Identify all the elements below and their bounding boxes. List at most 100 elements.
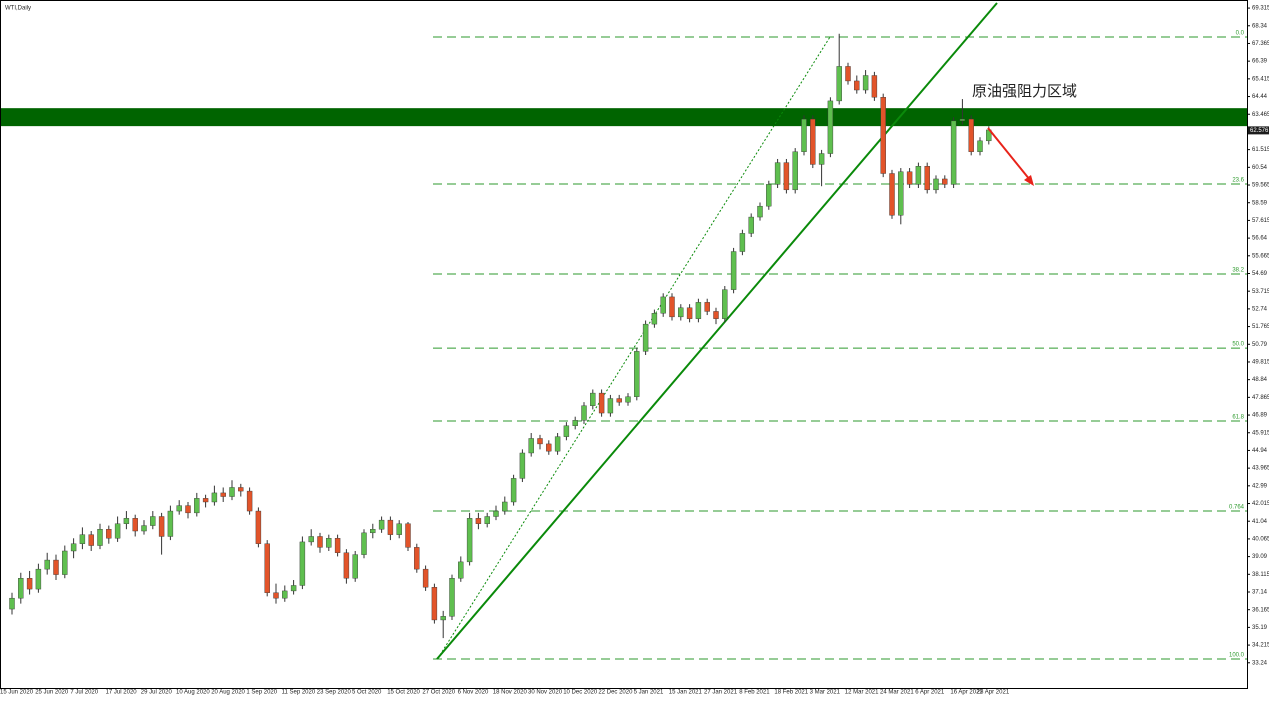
candle-body xyxy=(282,590,288,599)
y-tick-label: 37.14 xyxy=(1252,590,1268,596)
candle-body xyxy=(343,552,350,579)
x-tick-label: 6 Nov 2020 xyxy=(458,690,489,696)
candle-body xyxy=(554,436,561,452)
candle-body xyxy=(150,516,156,526)
y-tick-label: 54.69 xyxy=(1252,271,1268,277)
y-tick-label: 60.54 xyxy=(1252,165,1268,171)
x-tick-label: 27 Jan 2021 xyxy=(704,690,738,696)
candle-body xyxy=(660,296,666,314)
resistance-zone xyxy=(1,108,1247,127)
candle-body xyxy=(352,554,358,579)
x-tick-label: 30 Nov 2020 xyxy=(528,690,563,696)
y-tick-label: 36.165 xyxy=(1252,607,1269,613)
candle-body xyxy=(440,616,446,621)
candle-body xyxy=(53,559,59,575)
candle-body xyxy=(317,536,323,548)
candle-body xyxy=(176,505,182,512)
x-tick-label: 25 Jun 2020 xyxy=(35,690,69,696)
candle-body xyxy=(748,216,754,234)
candle-body xyxy=(625,396,631,403)
candle-body xyxy=(739,233,746,252)
y-tick-label: 55.665 xyxy=(1252,253,1269,259)
candle-body xyxy=(801,118,807,152)
trend-line xyxy=(436,2,998,660)
fib-label: 38.2 xyxy=(1232,268,1244,274)
x-tick-label: 28 Apr 2021 xyxy=(977,690,1010,696)
candle-body xyxy=(18,578,24,599)
candle-body xyxy=(202,498,209,503)
candle-body xyxy=(906,171,913,185)
y-tick-label: 34.215 xyxy=(1252,643,1269,649)
y-tick-label: 48.84 xyxy=(1252,377,1268,383)
candle-body xyxy=(678,307,684,318)
x-tick-label: 11 Sep 2020 xyxy=(282,690,316,696)
x-tick-label: 8 Feb 2021 xyxy=(739,690,770,696)
candle-body xyxy=(194,498,200,514)
candle-body xyxy=(211,492,218,503)
fib-label: 0.0 xyxy=(1236,31,1245,37)
candle-body xyxy=(70,543,77,552)
candle-body xyxy=(581,405,587,421)
y-tick-label: 42.015 xyxy=(1252,501,1269,507)
candle-body xyxy=(854,80,860,91)
candle-body xyxy=(774,162,781,185)
x-tick-label: 29 Jul 2020 xyxy=(141,690,173,696)
y-tick-label: 67.365 xyxy=(1252,41,1269,47)
x-tick-label: 15 Jan 2021 xyxy=(669,690,703,696)
x-tick-label: 20 Aug 2020 xyxy=(211,690,245,696)
candle-body xyxy=(598,392,605,414)
candle-body xyxy=(651,313,658,325)
candle-body xyxy=(88,534,94,546)
candle-body xyxy=(880,97,886,174)
candle-body xyxy=(502,501,508,512)
y-tick-label: 50.79 xyxy=(1252,342,1268,348)
candle-body xyxy=(810,118,816,165)
candle-body xyxy=(942,178,948,185)
candle-body xyxy=(414,547,420,570)
candle-body xyxy=(334,538,341,553)
candle-body xyxy=(273,592,279,599)
y-tick-label: 44.94 xyxy=(1252,448,1268,454)
y-tick-label: 40.065 xyxy=(1252,536,1269,542)
y-tick-label: 49.815 xyxy=(1252,360,1269,366)
candle-body xyxy=(246,490,253,512)
x-tick-label: 3 Mar 2021 xyxy=(810,690,841,696)
x-tick-label: 6 Apr 2021 xyxy=(915,690,945,696)
fib-label: 0.764 xyxy=(1229,505,1245,511)
candle-body xyxy=(264,543,270,593)
candle-body xyxy=(792,151,798,191)
y-tick-label: 41.04 xyxy=(1252,519,1268,525)
x-tick-label: 5 Oct 2020 xyxy=(352,690,382,696)
arrow-line xyxy=(987,127,1031,181)
y-tick-label: 33.24 xyxy=(1252,660,1268,666)
candle-body xyxy=(686,307,693,319)
candle-body xyxy=(97,529,103,546)
y-tick-label: 35.19 xyxy=(1252,625,1268,631)
candle-body xyxy=(141,525,147,532)
fib-label: 61.8 xyxy=(1232,415,1244,421)
candle-body xyxy=(431,587,438,621)
fib-label: 100.0 xyxy=(1229,653,1245,659)
candle-body xyxy=(106,529,112,539)
candle-body xyxy=(669,296,675,318)
candle-body xyxy=(449,578,455,617)
candle-body xyxy=(933,178,939,191)
candle-body xyxy=(915,166,922,185)
last-price-box xyxy=(1248,126,1269,135)
y-tick-label: 63.465 xyxy=(1252,112,1269,118)
y-tick-label: 69.315 xyxy=(1252,6,1269,12)
x-tick-label: 15 Jun 2020 xyxy=(0,690,34,696)
candle-body xyxy=(299,541,306,586)
candle-body xyxy=(255,510,262,544)
candle-body xyxy=(730,251,737,290)
candle-body xyxy=(704,302,710,312)
candle-body xyxy=(308,536,314,543)
candle-body xyxy=(607,398,614,414)
candle-body xyxy=(845,66,851,82)
candle-body xyxy=(695,302,702,319)
candle-body xyxy=(422,568,429,588)
candle-body xyxy=(510,478,517,503)
candle-body xyxy=(959,118,966,122)
candle-body xyxy=(722,289,728,319)
